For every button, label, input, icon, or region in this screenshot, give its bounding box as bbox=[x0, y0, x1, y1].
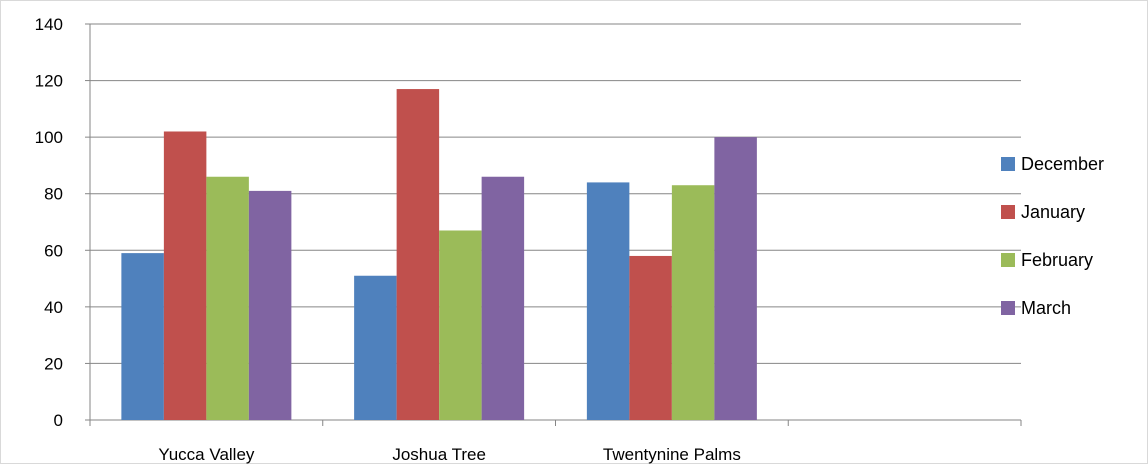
legend-swatch bbox=[1001, 301, 1015, 315]
y-tick-label: 140 bbox=[35, 15, 63, 34]
bar-march bbox=[481, 176, 525, 420]
legend-swatch bbox=[1001, 157, 1015, 171]
y-tick-label: 0 bbox=[54, 411, 63, 430]
legend-swatch bbox=[1001, 205, 1015, 219]
bar-march bbox=[714, 137, 757, 420]
bar-january bbox=[629, 255, 672, 420]
bar-february bbox=[206, 176, 249, 420]
bar-february bbox=[671, 185, 715, 420]
bar-december bbox=[121, 253, 164, 420]
bar-december bbox=[586, 182, 630, 420]
y-tick-label: 60 bbox=[44, 241, 63, 260]
legend: December January February March bbox=[1001, 154, 1104, 318]
bar-january bbox=[396, 89, 440, 421]
bar-march bbox=[248, 190, 292, 420]
y-tick-label: 100 bbox=[35, 128, 63, 147]
y-axis: 0 20 40 60 80 100 120 140 bbox=[35, 15, 91, 430]
legend-swatch bbox=[1001, 253, 1015, 267]
x-tick-label: Joshua Tree bbox=[392, 445, 486, 464]
x-axis: Yucca Valley Joshua Tree Twentynine Palms bbox=[89, 419, 1022, 464]
y-tick-label: 80 bbox=[44, 185, 63, 204]
bars bbox=[121, 89, 757, 421]
legend-label: January bbox=[1021, 202, 1085, 222]
legend-label: February bbox=[1021, 250, 1093, 270]
x-tick-label: Yucca Valley bbox=[158, 445, 255, 464]
y-tick-label: 20 bbox=[44, 354, 63, 373]
y-tick-label: 40 bbox=[44, 298, 63, 317]
bar-december bbox=[354, 275, 397, 420]
legend-label: March bbox=[1021, 298, 1071, 318]
bar-february bbox=[439, 230, 482, 420]
legend-label: December bbox=[1021, 154, 1104, 174]
y-tick-label: 120 bbox=[35, 72, 63, 91]
x-tick-label: Twentynine Palms bbox=[603, 445, 741, 464]
bar-january bbox=[163, 131, 207, 420]
